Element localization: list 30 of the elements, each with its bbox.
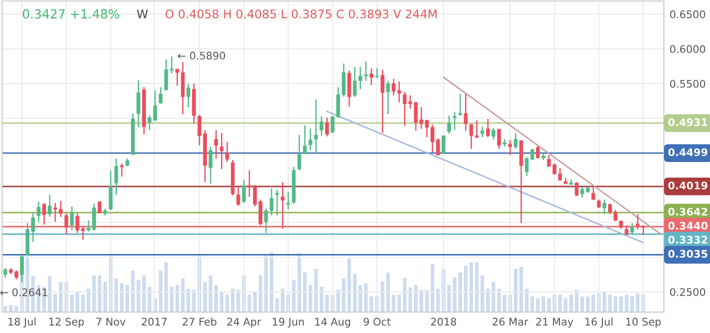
- x-tick-label: 19 Jun: [272, 318, 304, 328]
- x-tick-label: 9 Oct: [364, 318, 391, 326]
- x-tick-label: 18 Jul: [8, 318, 36, 328]
- ref-line-label: 0.3642: [668, 208, 708, 216]
- annotation: ← 0.5890: [178, 52, 226, 60]
- y-tick-label: 0.6500: [670, 10, 706, 18]
- y-tick-label: 0.2500: [670, 288, 706, 296]
- x-tick-label: 16 Jul: [585, 318, 612, 328]
- x-tick-label: 24 Apr: [227, 318, 262, 328]
- ref-line-label: 0.4499: [668, 148, 708, 156]
- ref-line-label: 0.3035: [668, 250, 708, 258]
- y-tick-label: 0.5500: [670, 80, 706, 88]
- x-tick-label: 2018: [431, 318, 456, 326]
- y-tick-label: 0.6000: [670, 45, 706, 54]
- annotation: W: [136, 10, 148, 18]
- x-tick-label: 27 Feb: [182, 318, 216, 326]
- ref-line-label: 0.3332: [668, 236, 708, 244]
- annotation: O 0.4058 H 0.4085 L 0.3875 C 0.3893 V 244M: [166, 9, 437, 18]
- x-tick-label: 2017: [142, 318, 167, 326]
- x-tick-label: 10 Sep: [626, 318, 661, 328]
- annotation: 0.3427 +1.48%: [22, 9, 120, 19]
- ref-line-label: 0.4931: [668, 118, 708, 126]
- x-tick-label: 12 Sep: [49, 318, 84, 328]
- x-tick-label: 26 Mar: [492, 318, 528, 326]
- ref-line-label: 0.4019: [668, 182, 708, 190]
- annotation: ← 0.2641: [0, 288, 48, 296]
- ref-line-label: 0.3440: [668, 222, 708, 230]
- x-tick-label: 21 May: [536, 318, 574, 328]
- x-tick-label: 14 Aug: [315, 318, 350, 328]
- x-tick-label: 7 Nov: [96, 318, 126, 326]
